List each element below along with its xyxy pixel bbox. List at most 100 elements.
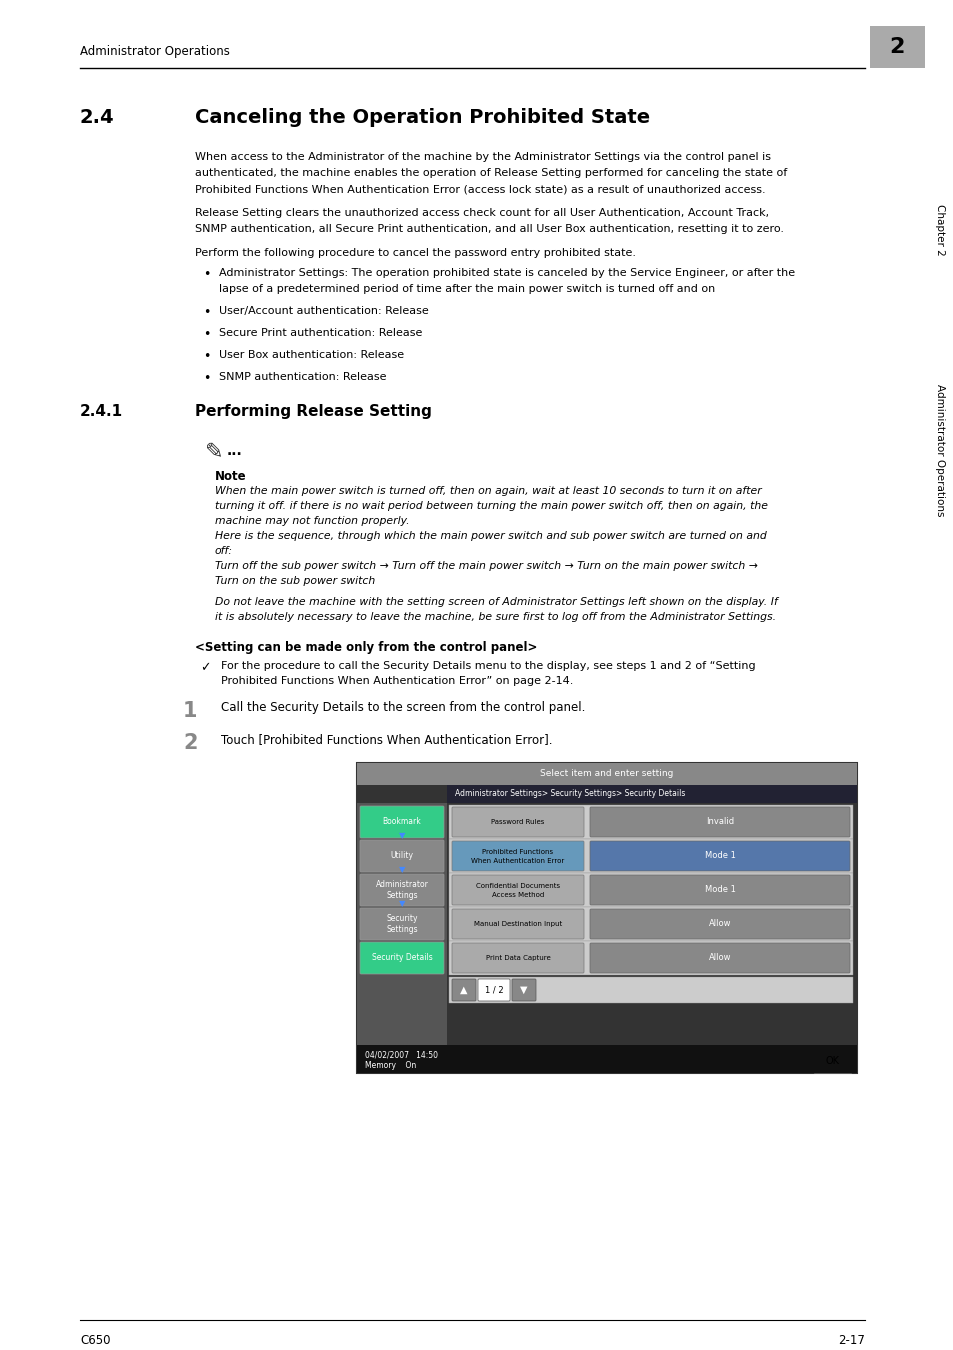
Bar	[449, 907, 852, 941]
Text: User/Account authentication: Release: User/Account authentication: Release	[219, 306, 428, 316]
Text: Memory    On: Memory On	[365, 1061, 416, 1071]
Text: Access Method: Access Method	[492, 892, 543, 898]
Text: ▼: ▼	[519, 986, 527, 995]
Text: Administrator Operations: Administrator Operations	[80, 45, 230, 58]
Bar	[447, 784, 856, 803]
Text: 2: 2	[888, 36, 903, 57]
FancyBboxPatch shape	[512, 979, 536, 1000]
Bar	[449, 805, 852, 838]
Bar	[356, 763, 856, 1073]
Text: ▼: ▼	[398, 832, 405, 841]
Text: 04/02/2007   14:50: 04/02/2007 14:50	[365, 1050, 437, 1060]
Bar	[356, 1045, 856, 1073]
FancyBboxPatch shape	[359, 942, 443, 973]
FancyBboxPatch shape	[359, 909, 443, 940]
Text: 2.4: 2.4	[80, 108, 114, 127]
Text: Chapter 2: Chapter 2	[934, 204, 944, 256]
Text: •: •	[203, 350, 211, 363]
Text: lapse of a predetermined period of time after the main power switch is turned of: lapse of a predetermined period of time …	[219, 284, 715, 294]
Text: turning it off. if there is no wait period between turning the main power switch: turning it off. if there is no wait peri…	[214, 501, 767, 512]
Text: Mode 1: Mode 1	[704, 886, 735, 895]
FancyBboxPatch shape	[452, 807, 583, 837]
Text: For the procedure to call the Security Details menu to the display, see steps 1 : For the procedure to call the Security D…	[221, 662, 755, 671]
Text: Password Rules: Password Rules	[491, 819, 544, 825]
Text: •: •	[203, 373, 211, 385]
Text: When Authentication Error: When Authentication Error	[471, 859, 564, 864]
Text: Administrator Settings: The operation prohibited state is canceled by the Servic: Administrator Settings: The operation pr…	[219, 269, 794, 278]
Text: Here is the sequence, through which the main power switch and sub power switch a: Here is the sequence, through which the …	[214, 531, 766, 541]
Text: Select item and enter setting: Select item and enter setting	[539, 769, 673, 779]
FancyBboxPatch shape	[452, 841, 583, 871]
Text: Mode 1: Mode 1	[704, 852, 735, 860]
Text: SNMP authentication, all Secure Print authentication, and all User Box authentic: SNMP authentication, all Secure Print au…	[194, 224, 783, 234]
Text: authenticated, the machine enables the operation of Release Setting performed fo: authenticated, the machine enables the o…	[194, 167, 786, 178]
Text: Turn off the sub power switch → Turn off the main power switch → Turn on the mai: Turn off the sub power switch → Turn off…	[214, 562, 757, 571]
FancyBboxPatch shape	[589, 875, 849, 905]
Text: Performing Release Setting: Performing Release Setting	[194, 404, 432, 418]
Text: 2-17: 2-17	[838, 1334, 864, 1347]
FancyBboxPatch shape	[359, 806, 443, 838]
Text: Perform the following procedure to cancel the password entry prohibited state.: Perform the following procedure to cance…	[194, 248, 636, 258]
FancyBboxPatch shape	[589, 944, 849, 973]
FancyBboxPatch shape	[452, 909, 583, 940]
Text: User Box authentication: Release: User Box authentication: Release	[219, 350, 404, 360]
Bar	[356, 803, 447, 1045]
Text: Prohibited Functions When Authentication Error (access lock state) as a result o: Prohibited Functions When Authentication…	[194, 184, 765, 194]
FancyBboxPatch shape	[589, 841, 849, 871]
Text: it is absolutely necessary to leave the machine, be sure first to log off from t: it is absolutely necessary to leave the …	[214, 612, 776, 622]
FancyBboxPatch shape	[359, 840, 443, 872]
Text: Administrator Settings> Security Settings> Security Details: Administrator Settings> Security Setting…	[455, 790, 684, 798]
Text: 1: 1	[183, 701, 197, 721]
FancyBboxPatch shape	[452, 875, 583, 905]
FancyBboxPatch shape	[477, 979, 510, 1000]
Text: off:: off:	[214, 545, 233, 556]
Text: Utility: Utility	[390, 852, 413, 860]
Text: ✎: ✎	[205, 441, 223, 462]
Text: 1 / 2: 1 / 2	[484, 986, 503, 995]
Text: •: •	[203, 328, 211, 342]
Text: C650: C650	[80, 1334, 111, 1347]
Text: Administrator
Settings: Administrator Settings	[375, 880, 428, 900]
Text: Security Details: Security Details	[372, 953, 432, 963]
Text: Confidential Documents: Confidential Documents	[476, 883, 559, 890]
Text: ▼: ▼	[398, 865, 405, 875]
Text: Release Setting clears the unauthorized access check count for all User Authenti: Release Setting clears the unauthorized …	[194, 208, 768, 217]
Text: Call the Security Details to the screen from the control panel.: Call the Security Details to the screen …	[221, 701, 585, 714]
Text: Security
Settings: Security Settings	[386, 914, 417, 934]
Text: When access to the Administrator of the machine by the Administrator Settings vi: When access to the Administrator of the …	[194, 153, 770, 162]
Text: ✓: ✓	[200, 662, 211, 674]
Bar	[449, 838, 852, 873]
Text: SNMP authentication: Release: SNMP authentication: Release	[219, 373, 386, 382]
Text: Touch [Prohibited Functions When Authentication Error].: Touch [Prohibited Functions When Authent…	[221, 733, 552, 747]
Text: Allow: Allow	[708, 919, 731, 929]
Bar	[449, 977, 852, 1003]
Text: Print Data Capture: Print Data Capture	[485, 954, 550, 961]
Text: Bookmark: Bookmark	[382, 818, 421, 826]
Text: ▲: ▲	[459, 986, 467, 995]
Text: •: •	[203, 269, 211, 281]
Text: ...: ...	[227, 444, 242, 458]
Text: Manual Destination Input: Manual Destination Input	[474, 921, 561, 927]
FancyBboxPatch shape	[589, 909, 849, 940]
Text: 2.4.1: 2.4.1	[80, 404, 123, 418]
Text: Turn on the sub power switch: Turn on the sub power switch	[214, 576, 375, 586]
Text: OK: OK	[825, 1056, 840, 1066]
FancyBboxPatch shape	[452, 944, 583, 973]
FancyBboxPatch shape	[452, 979, 476, 1000]
Text: When the main power switch is turned off, then on again, wait at least 10 second: When the main power switch is turned off…	[214, 486, 760, 495]
Text: Administrator Operations: Administrator Operations	[934, 383, 944, 516]
Bar	[449, 941, 852, 975]
Text: Invalid: Invalid	[705, 818, 733, 826]
Text: Allow: Allow	[708, 953, 731, 963]
Text: 2: 2	[183, 733, 197, 753]
FancyBboxPatch shape	[589, 807, 849, 837]
Text: <Setting can be made only from the control panel>: <Setting can be made only from the contr…	[194, 641, 537, 653]
Text: •: •	[203, 306, 211, 319]
Text: Prohibited Functions: Prohibited Functions	[482, 849, 553, 855]
Text: ▼: ▼	[398, 899, 405, 909]
FancyBboxPatch shape	[813, 1049, 851, 1073]
Text: machine may not function properly.: machine may not function properly.	[214, 516, 409, 526]
Text: Prohibited Functions When Authentication Error” on page 2-14.: Prohibited Functions When Authentication…	[221, 676, 573, 686]
Text: Note: Note	[214, 470, 247, 483]
Text: Canceling the Operation Prohibited State: Canceling the Operation Prohibited State	[194, 108, 649, 127]
